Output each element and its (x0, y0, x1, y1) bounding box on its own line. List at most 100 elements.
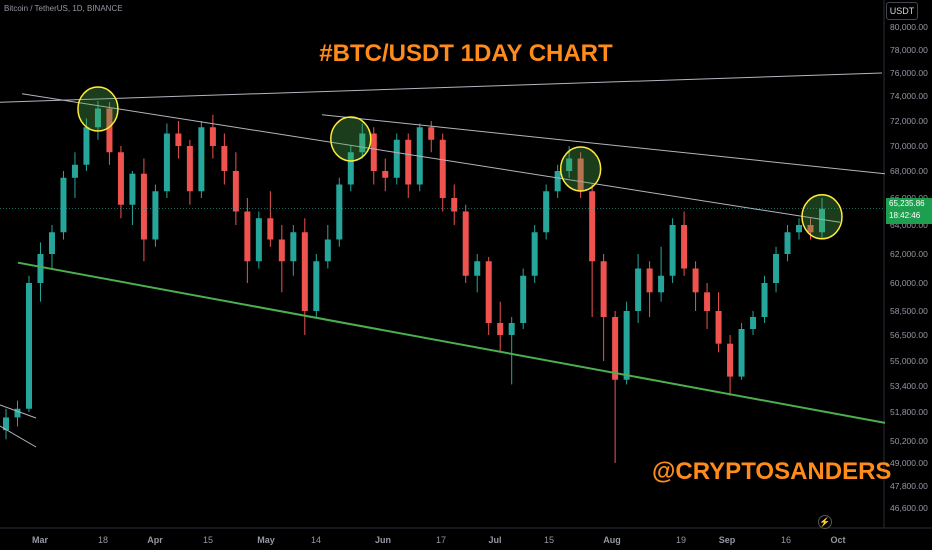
candle-body (255, 218, 262, 262)
candle-body (462, 211, 469, 276)
candle-body (715, 311, 722, 344)
y-tick-label: 49,000.00 (890, 458, 928, 468)
candle-body (370, 133, 377, 171)
candle-body (347, 152, 354, 185)
candle-body (83, 127, 90, 165)
author-watermark: @CRYPTOSANDERS (652, 458, 892, 485)
candle-body (198, 127, 205, 192)
y-tick-label: 62,000.00 (890, 249, 928, 259)
peak-highlight-circle (330, 116, 372, 162)
candle-body (152, 191, 159, 240)
last-price-tag: 65,235.86 18:42:46 (886, 198, 932, 224)
candle-body (531, 232, 538, 276)
candle-body (669, 225, 676, 276)
x-tick-label: 16 (781, 535, 791, 545)
candle-body (727, 343, 734, 377)
candle-body (140, 173, 147, 240)
x-tick-label: 17 (436, 535, 446, 545)
candle-body (324, 239, 331, 262)
x-tick-label: 19 (676, 535, 686, 545)
y-tick-label: 70,000.00 (890, 141, 928, 151)
candle-body (37, 254, 44, 283)
trendline-descending-resistance (21, 93, 841, 223)
candle-body (290, 232, 297, 262)
candle-body (71, 164, 78, 178)
y-tick-label: 68,000.00 (890, 166, 928, 176)
candle-body (267, 218, 274, 240)
x-tick-label: 18 (98, 535, 108, 545)
y-tick-label: 53,400.00 (890, 381, 928, 391)
candle-body (485, 261, 492, 323)
candle-body (646, 268, 653, 293)
candle-body (313, 261, 320, 311)
candle-body (658, 275, 665, 293)
candle-body (451, 198, 458, 212)
candle-body (336, 184, 343, 240)
candle-body (405, 139, 412, 185)
x-tick-label: Sep (719, 535, 736, 545)
candle-body (209, 127, 216, 146)
candle-body (393, 139, 400, 178)
channel-line (0, 404, 37, 419)
bar-countdown: 18:42:46 (889, 211, 921, 220)
y-tick-label: 55,000.00 (890, 356, 928, 366)
candle-body (106, 108, 113, 153)
candle-body (589, 191, 596, 262)
candle-body (784, 232, 791, 254)
candle-body (14, 408, 21, 418)
peak-highlight-circle (77, 86, 119, 132)
candle-body (635, 268, 642, 311)
currency-button[interactable]: USDT (886, 2, 918, 20)
tradingview-flash-icon[interactable]: ⚡ (818, 515, 832, 529)
candle-body (554, 171, 561, 192)
candle-body (704, 292, 711, 311)
x-tick-label: Apr (147, 535, 163, 545)
candle-body (382, 171, 389, 178)
candle-body (623, 311, 630, 380)
candle-body (773, 254, 780, 283)
y-tick-label: 47,800.00 (890, 481, 928, 491)
chart-title: #BTC/USDT 1DAY CHART (319, 40, 613, 67)
candle-body (600, 261, 607, 317)
last-price-value: 65,235.86 (889, 199, 925, 208)
candle-body (175, 133, 182, 146)
y-tick-label: 64,000.00 (890, 220, 928, 230)
trendline-support (17, 261, 886, 424)
candle-body (301, 232, 308, 311)
trendline-resistance-high (0, 72, 883, 103)
candle-body (681, 225, 688, 269)
x-tick-label: Jul (488, 535, 501, 545)
x-tick-label: 15 (544, 535, 554, 545)
candle-body (819, 208, 825, 233)
y-tick-label: 72,000.00 (890, 116, 928, 126)
candle-body (520, 275, 527, 323)
candle-body (543, 191, 550, 233)
trendline-upper-descending (321, 114, 886, 175)
x-tick-label: Aug (603, 535, 621, 545)
candle-body (163, 133, 170, 192)
peak-highlight-circle (559, 146, 602, 192)
candle-body (244, 211, 251, 262)
y-tick-label: 50,200.00 (890, 436, 928, 446)
candle-body (48, 232, 55, 254)
candle-body (232, 171, 239, 212)
x-tick-label: 14 (311, 535, 321, 545)
candle-body (25, 283, 32, 409)
y-tick-label: 80,000.00 (890, 22, 928, 32)
candle-body (577, 158, 584, 192)
x-tick-label: May (257, 535, 275, 545)
y-tick-label: 74,000.00 (890, 91, 928, 101)
candle-body (221, 146, 228, 171)
candle-body (738, 329, 745, 377)
candle-body (129, 173, 136, 205)
peak-highlight-circle (801, 194, 843, 240)
candle-body (359, 133, 366, 153)
y-tick-label: 78,000.00 (890, 45, 928, 55)
candle-body (796, 225, 803, 233)
candle-body (497, 323, 504, 335)
candle-body (807, 225, 814, 233)
channel-line (0, 425, 37, 448)
y-tick-label: 56,500.00 (890, 330, 928, 340)
